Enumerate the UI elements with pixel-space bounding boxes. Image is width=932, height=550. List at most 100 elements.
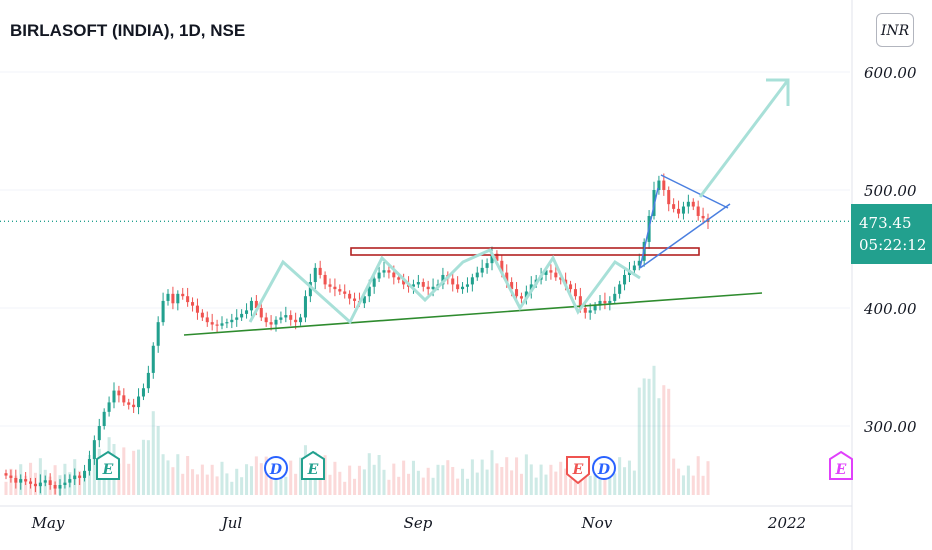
last-price-value: 473.45	[859, 214, 912, 232]
volume-bar	[43, 469, 47, 495]
candle	[230, 319, 234, 323]
earnings-marker[interactable]	[566, 456, 590, 485]
candle	[392, 272, 396, 278]
volume-bar	[171, 467, 175, 495]
volume-bar	[583, 462, 587, 495]
volume-bar	[495, 463, 499, 495]
candle	[29, 481, 33, 484]
volume-bar	[534, 477, 538, 495]
dividend-marker[interactable]	[592, 456, 616, 480]
candle	[701, 215, 705, 219]
volume-bar	[559, 461, 563, 495]
volume-bar	[706, 461, 710, 495]
projection-arrow-head	[766, 78, 790, 106]
last-price-tag: 473.45 05:22:12	[851, 204, 932, 264]
candle	[662, 180, 666, 190]
candle	[677, 208, 681, 214]
candle	[254, 300, 258, 308]
volume-bar	[524, 454, 528, 495]
volume-bar	[353, 478, 357, 495]
candle	[225, 322, 229, 324]
volume-bar	[456, 478, 460, 495]
candle	[348, 293, 352, 299]
candle	[313, 267, 317, 283]
volume-bar	[544, 474, 548, 495]
triangle-lower-line[interactable]	[639, 203, 731, 269]
candle	[240, 313, 244, 318]
volume-bar	[505, 457, 509, 495]
zigzag-drawing[interactable]	[248, 248, 641, 325]
volume-bar	[426, 467, 430, 495]
volume-bar	[519, 473, 523, 495]
volume-bar	[377, 455, 381, 495]
candle	[220, 323, 224, 326]
volume-bar	[421, 477, 425, 495]
candle	[402, 279, 406, 285]
candle	[554, 272, 558, 278]
earnings-marker[interactable]	[301, 450, 325, 480]
support-trendline[interactable]	[183, 292, 763, 336]
candle	[249, 300, 253, 311]
volume-bar	[647, 378, 651, 495]
earnings-marker[interactable]	[96, 450, 120, 480]
currency-button[interactable]: INR	[876, 13, 914, 47]
candle	[181, 293, 185, 297]
candle	[480, 267, 484, 273]
volume-bar	[642, 378, 646, 495]
candle	[4, 473, 8, 476]
candle	[686, 201, 690, 207]
candle	[284, 315, 288, 318]
candle	[637, 260, 641, 266]
volume-bar	[195, 474, 199, 495]
candle	[318, 267, 322, 275]
resistance-zone[interactable]	[350, 247, 700, 256]
dividend-marker[interactable]	[264, 456, 288, 480]
y-tick-label: 500.00	[864, 182, 917, 200]
volume-bar	[127, 463, 131, 495]
volume-bar	[186, 456, 190, 495]
volume-bar	[284, 476, 288, 495]
candle	[191, 302, 195, 306]
volume-bar	[441, 465, 445, 495]
earnings-marker[interactable]	[829, 450, 853, 480]
volume-bar	[657, 398, 661, 495]
volume-bar	[343, 481, 347, 495]
candle	[58, 485, 62, 489]
marker-label: E	[835, 462, 847, 478]
bar-countdown: 05:22:12	[859, 236, 927, 254]
chart-title: BIRLASOFT (INDIA), 1D, NSE	[10, 21, 246, 40]
triangle-left[interactable]	[639, 187, 659, 269]
candle	[387, 270, 391, 273]
candle	[269, 322, 273, 325]
volume-bar	[254, 456, 258, 495]
volume-bar	[33, 472, 37, 495]
volume-bar	[259, 463, 263, 495]
volume-bar	[68, 472, 72, 495]
candle	[299, 317, 303, 323]
candle	[215, 324, 219, 326]
candle	[141, 388, 145, 397]
marker-label: E	[307, 462, 319, 478]
volume-bar	[416, 470, 420, 495]
candle	[657, 180, 661, 190]
volume-bar	[338, 471, 342, 495]
volume-bar	[598, 469, 602, 495]
x-tick-label: Jul	[219, 514, 243, 532]
candle	[672, 204, 676, 209]
volume-bar	[29, 462, 33, 495]
volume-bar	[83, 474, 87, 495]
candle	[362, 296, 366, 304]
volume-bar	[564, 468, 568, 495]
volume-bar	[402, 460, 406, 495]
volume-bar	[490, 450, 494, 495]
volume-bar	[480, 459, 484, 495]
projection-arrow[interactable]	[698, 79, 790, 198]
triangle-upper-line[interactable]	[660, 174, 729, 209]
candle	[343, 291, 347, 294]
candle	[608, 300, 612, 304]
candle	[48, 480, 52, 485]
volume-bar	[210, 464, 214, 495]
candle	[127, 402, 131, 405]
